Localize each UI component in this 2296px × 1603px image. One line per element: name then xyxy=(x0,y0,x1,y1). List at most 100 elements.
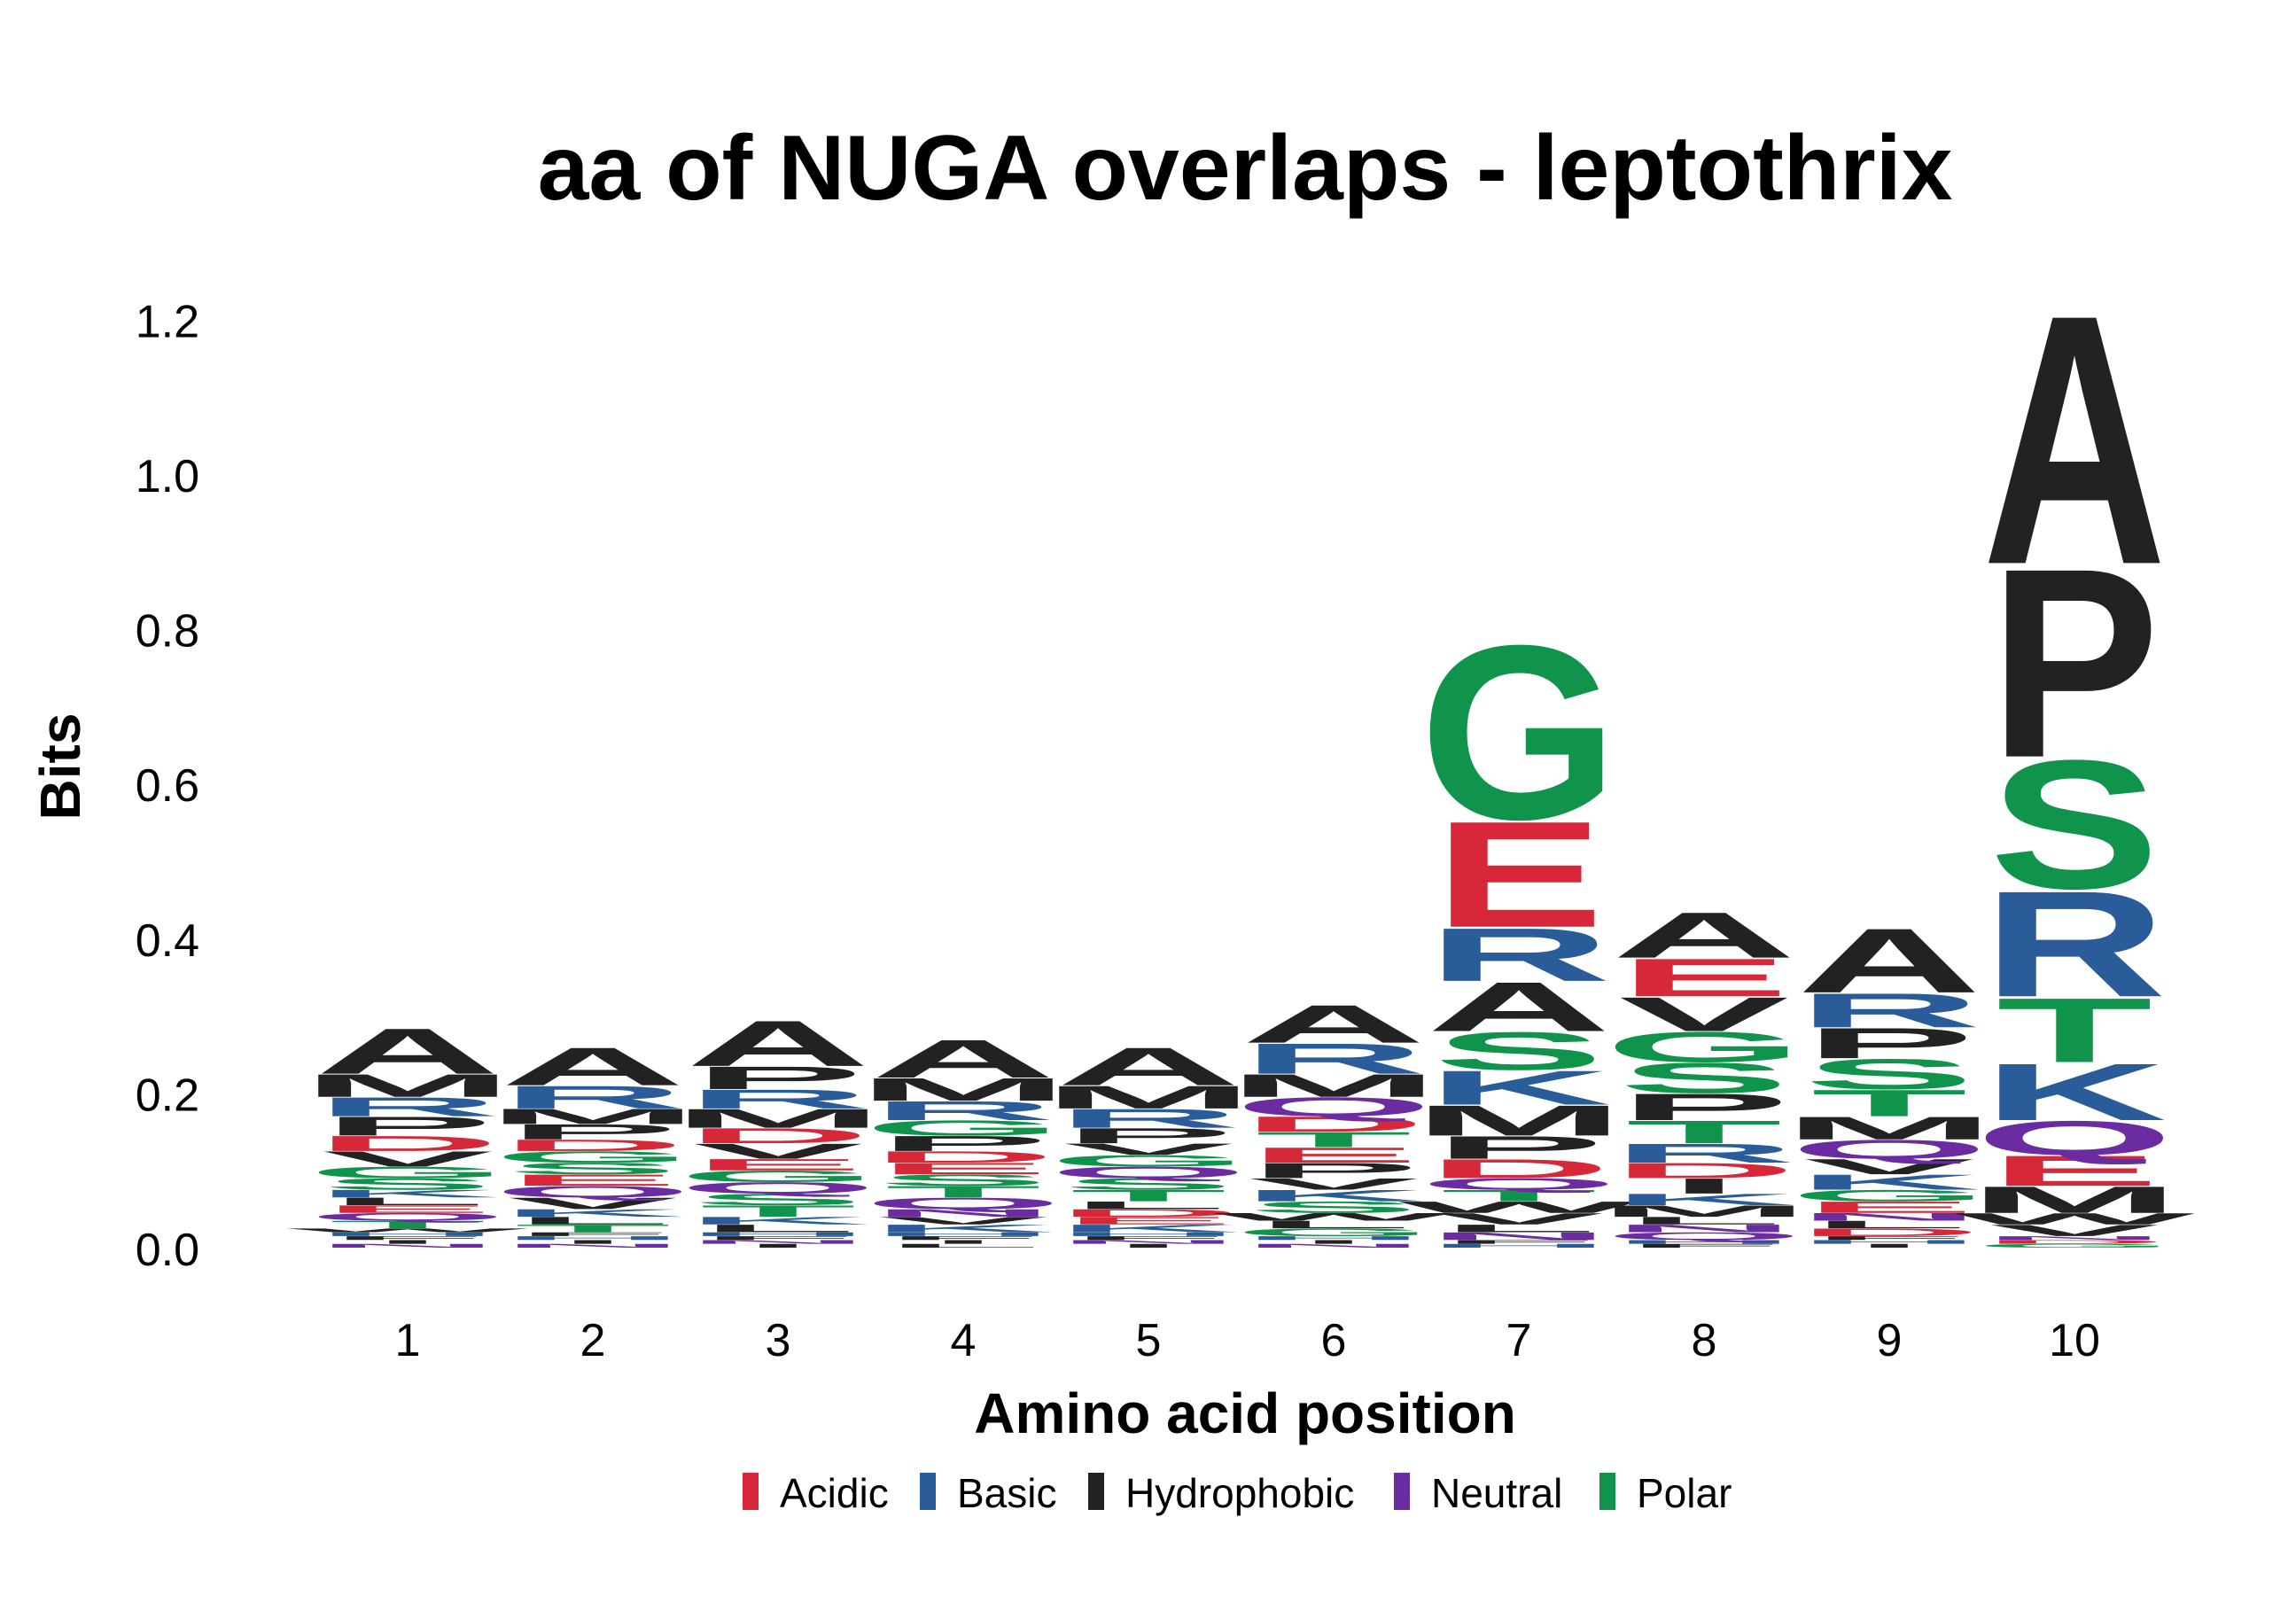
logo-letter-V: V xyxy=(1619,987,1789,1041)
logo-letter-M: M xyxy=(1598,1202,1810,1220)
logo-letter-H: H xyxy=(1056,1231,1241,1237)
logo-letter-V: V xyxy=(323,1147,493,1171)
logo-letter-N: N xyxy=(686,1239,870,1245)
logo-letter-E: E xyxy=(693,1156,863,1173)
logo-letter-F: F xyxy=(1626,1242,1782,1249)
x-tick-label: 9 xyxy=(1877,1315,1903,1366)
logo-letter-K: K xyxy=(1056,1223,1241,1235)
logo-letter-R: R xyxy=(871,1095,1055,1125)
legend-label-basic: Basic xyxy=(957,1470,1056,1516)
logo-letter-N: N xyxy=(871,1207,1055,1219)
logo-letter-G: G xyxy=(1605,1023,1803,1071)
logo-letter-G: G xyxy=(679,1167,877,1185)
logo-letter-M: M xyxy=(301,1068,514,1104)
legend-label-acidic: Acidic xyxy=(780,1470,889,1516)
logo-letter-A: A xyxy=(1427,968,1611,1046)
logo-letter-S: S xyxy=(1989,722,2160,927)
logo-letter-R: R xyxy=(1427,913,1611,997)
logo-letter-S: S xyxy=(1063,1175,1234,1193)
logo-letter-I: I xyxy=(928,1239,999,1245)
logo-letter-Q: Q xyxy=(494,1183,692,1201)
logo-letter-K: K xyxy=(1241,1187,1426,1204)
logo-letter-D: D xyxy=(871,1148,1055,1165)
logo-letter-S: S xyxy=(1434,1021,1604,1081)
logo-letter-A: A xyxy=(686,1008,870,1080)
logo-letter-P: P xyxy=(1434,1129,1604,1165)
logo-letter-R: R xyxy=(1982,860,2167,1029)
logo-letter-W: W xyxy=(287,1227,529,1233)
logo-letter-S: S xyxy=(1804,1050,1974,1099)
logo-letter-N: N xyxy=(1982,1235,2167,1241)
logo-letter-N: N xyxy=(501,1242,685,1249)
logo-letter-T: T xyxy=(515,1223,671,1235)
logo-letter-E: E xyxy=(1804,1198,1974,1216)
logo-letter-L: L xyxy=(1070,1199,1226,1211)
logo-letter-R: R xyxy=(1797,983,1981,1037)
logo-letter-R: R xyxy=(315,1092,500,1122)
logo-letter-K: K xyxy=(871,1223,1055,1235)
logo-letter-A: A xyxy=(315,1015,500,1087)
logo-letter-K: K xyxy=(501,1207,685,1219)
logo-letter-Q: Q xyxy=(1234,1092,1433,1122)
legend-swatch-acidic xyxy=(743,1473,759,1510)
logo-letter-P: P xyxy=(1804,1019,1974,1068)
logo-letter-Q: Q xyxy=(679,1179,877,1196)
logo-letter-E: E xyxy=(1619,947,1789,1008)
logo-letter-R: R xyxy=(1612,1138,1796,1168)
logo-letter-R: R xyxy=(686,1084,870,1114)
legend-swatch-hydrophobic xyxy=(1088,1473,1104,1510)
y-tick-label: 0.0 xyxy=(136,1225,199,1276)
logo-letter-I: I xyxy=(557,1239,628,1245)
logo-letter-K: K xyxy=(1797,1171,1981,1194)
logo-letter-L: L xyxy=(1441,1223,1597,1235)
logo-letter-E: E xyxy=(1434,790,1604,959)
x-tick-label: 5 xyxy=(1136,1315,1162,1366)
logo-letter-I: I xyxy=(1854,1242,1925,1249)
y-axis-label: Bits xyxy=(28,713,92,821)
logo-letter-D: D xyxy=(501,1136,685,1154)
x-tick-label: 7 xyxy=(1506,1315,1532,1366)
logo-letter-G: G xyxy=(1975,1242,2174,1249)
logo-letter-H: H xyxy=(1241,1235,1426,1241)
logo-letter-T: T xyxy=(1256,1128,1412,1152)
logo-letter-F: F xyxy=(700,1235,856,1241)
logo-letter-I: I xyxy=(743,1242,813,1249)
x-axis-label: Amino acid position xyxy=(974,1381,1516,1445)
x-tick-label: 3 xyxy=(766,1315,791,1366)
logo-letter-L: L xyxy=(1626,1215,1782,1227)
logo-letter-W: W xyxy=(1398,1198,1639,1216)
logo-letter-D: D xyxy=(1982,1239,2167,1245)
logo-letter-M: M xyxy=(1042,1079,1255,1116)
logo-letter-D: D xyxy=(1427,1154,1611,1184)
logo-letter-V: V xyxy=(1989,1221,2160,1239)
logo-letter-Q: Q xyxy=(1790,1134,1989,1164)
logo-letter-L: L xyxy=(330,1195,486,1208)
logo-letter-M: M xyxy=(486,1104,699,1128)
logo-letter-G: G xyxy=(864,1116,1062,1140)
logo-letter-Q: Q xyxy=(1975,1111,2174,1165)
logo-letter-H: H xyxy=(315,1231,500,1237)
logo-letter-G: G xyxy=(1049,1152,1248,1170)
logo-letter-S: S xyxy=(508,1160,678,1178)
logo-letter-N: N xyxy=(1427,1230,1611,1242)
logo-letter-P: P xyxy=(693,1060,863,1096)
logo-letter-H: H xyxy=(1797,1239,1981,1245)
logo-letter-L: L xyxy=(515,1215,671,1227)
logo-letter-W: W xyxy=(1213,1210,1455,1223)
logo-letter-N: N xyxy=(1241,1242,1426,1249)
logo-letter-M: M xyxy=(857,1071,1070,1108)
logo-letter-P: P xyxy=(878,1132,1048,1156)
legend: Acidic Basic Hydrophobic Neutral Polar xyxy=(743,1470,1732,1516)
logo-letter-T: T xyxy=(330,1218,486,1231)
logo-letter-G: G xyxy=(1790,1187,1989,1204)
logo-letter-T: T xyxy=(1441,1187,1597,1204)
logo-letter-D: D xyxy=(1612,1158,1796,1182)
logo-letter-D: D xyxy=(1797,1226,1981,1239)
logo-letter-V: V xyxy=(1249,1175,1419,1193)
